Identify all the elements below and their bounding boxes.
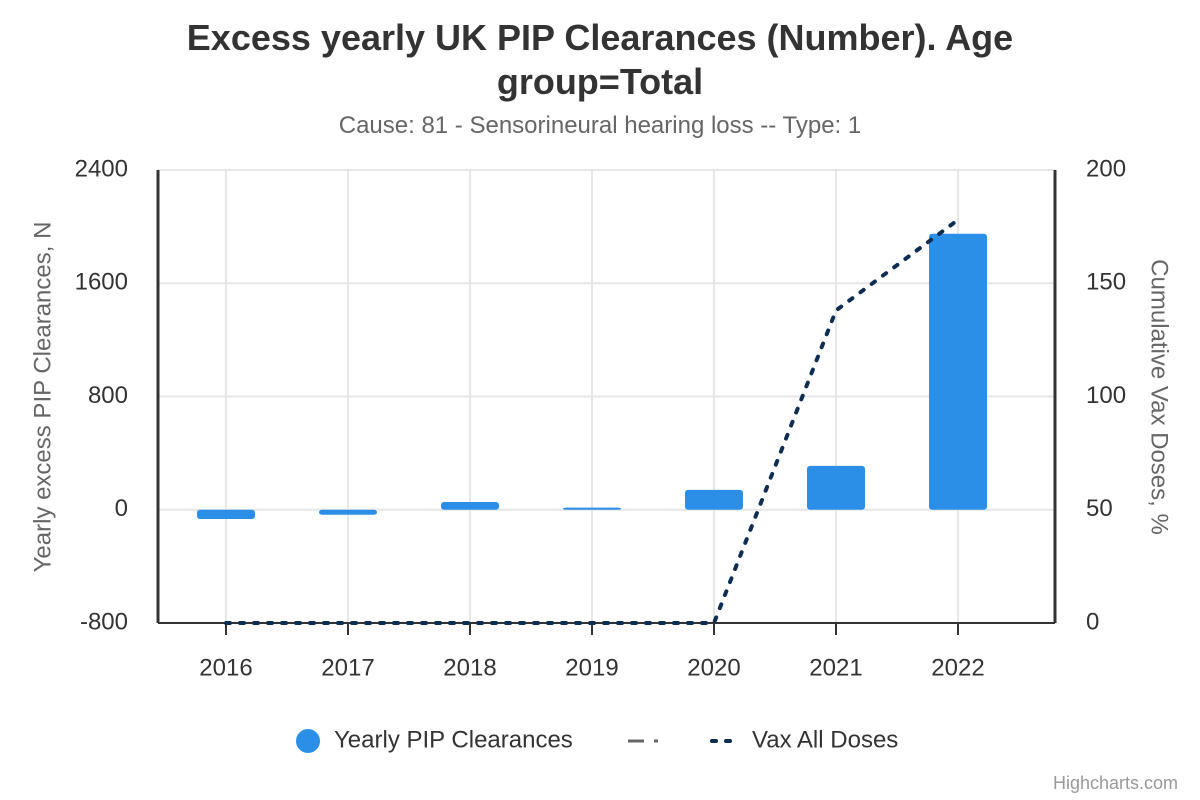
- x-tick-label: 2017: [321, 654, 374, 681]
- y2-tick-label: 0: [1086, 608, 1099, 635]
- x-tick-label: 2021: [809, 654, 862, 681]
- y2-tick-label: 100: [1086, 382, 1126, 409]
- y-tick-label: 2400: [75, 155, 128, 182]
- bar: [197, 509, 255, 519]
- x-tick-label: 2018: [443, 654, 496, 681]
- y-tick-label: -800: [80, 608, 128, 635]
- bar: [807, 465, 865, 510]
- chart-subtitle: Cause: 81 - Sensorineural hearing loss -…: [338, 112, 862, 139]
- x-tick-label: 2019: [565, 654, 618, 681]
- y2-tick-label: 50: [1086, 495, 1113, 522]
- y2-tick-label: 150: [1086, 269, 1126, 296]
- bar: [441, 501, 499, 510]
- x-tick-label: 2020: [687, 654, 740, 681]
- credits: Highcharts.com: [1053, 773, 1178, 793]
- y2-tick-label: 200: [1086, 155, 1126, 182]
- bar: [563, 507, 621, 510]
- legend-label: Vax All Doses: [752, 726, 898, 753]
- x-tick-label: 2016: [199, 654, 252, 681]
- legend-label: Yearly PIP Clearances: [334, 726, 573, 753]
- chart-title: Excess yearly UK PIP Clearances (Number)…: [186, 17, 1014, 102]
- bar: [319, 509, 377, 515]
- y-tick-label: 0: [115, 495, 128, 522]
- legend-symbol: [296, 729, 320, 753]
- y-tick-label: 800: [88, 382, 128, 409]
- y-tick-label: 1600: [75, 269, 128, 296]
- bar: [685, 489, 743, 510]
- x-tick-label: 2022: [931, 654, 984, 681]
- y-axis-title: Yearly excess PIP Clearances, N: [29, 222, 56, 573]
- line: [224, 217, 960, 625]
- y2-axis-title: Cumulative Vax Doses, %: [1146, 259, 1173, 535]
- bar: [929, 233, 987, 510]
